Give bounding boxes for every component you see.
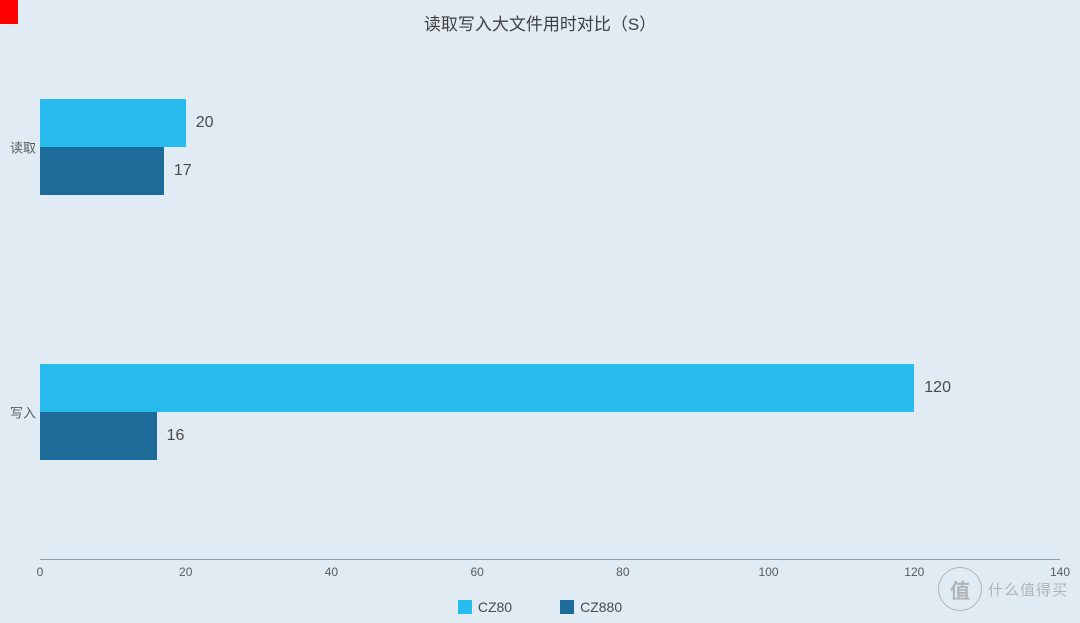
legend-item-CZ80: CZ80 [458,599,512,615]
bar-read-CZ80: 20 [40,99,186,147]
bar-value-label: 20 [186,114,214,132]
bar-value-label: 120 [914,379,951,397]
legend-swatch-icon [458,600,472,614]
plot-area: 020406080100120140读取2017写入12016 [40,30,1060,560]
bar-value-label: 17 [164,162,192,180]
chart-container: 读取写入大文件用时对比（S） 020406080100120140读取2017写… [0,0,1080,623]
x-tick: 100 [759,565,779,579]
watermark-text: 什么值得买 [988,579,1068,600]
bar-write-CZ880: 16 [40,412,157,460]
x-tick: 60 [470,565,483,579]
x-tick: 20 [179,565,192,579]
x-tick: 80 [616,565,629,579]
x-tick: 40 [325,565,338,579]
legend-swatch-icon [560,600,574,614]
y-category-label: 写入 [2,402,36,421]
legend-label: CZ880 [580,599,622,615]
x-tick: 0 [37,565,44,579]
legend-item-CZ880: CZ880 [560,599,622,615]
bar-value-label: 16 [157,427,185,445]
y-category-label: 读取 [2,137,36,156]
bar-read-CZ880: 17 [40,147,164,195]
x-tick: 120 [904,565,924,579]
bar-write-CZ80: 120 [40,364,914,412]
legend-label: CZ80 [478,599,512,615]
legend: CZ80 CZ880 [0,599,1080,615]
x-tick: 140 [1050,565,1070,579]
